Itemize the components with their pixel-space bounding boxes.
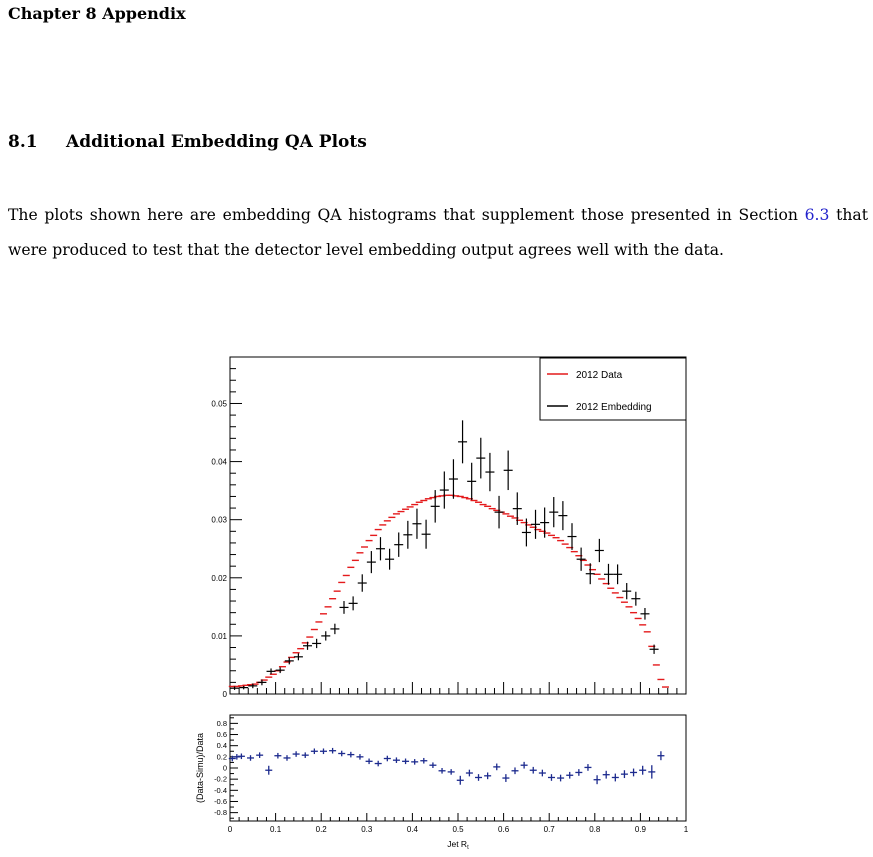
x-tick-label: 0.2 (316, 825, 328, 834)
paragraph-text-end: that were produced to test that the dete… (8, 206, 868, 259)
y-tick-label: 0.02 (211, 574, 227, 583)
series-2012-data (228, 494, 669, 688)
y-tick-label: 0.01 (211, 632, 227, 641)
ratio-y-tick-label: 0.2 (217, 752, 227, 761)
y-tick-label: 0.04 (211, 458, 227, 467)
paragraph-text-start: The plots shown here are embedding QA hi… (8, 206, 805, 224)
x-axis-title: Jet Rt (447, 839, 469, 851)
y-tick-label: 0.05 (211, 399, 227, 408)
legend-box (539, 357, 687, 421)
ratio-y-tick-label: 0 (223, 764, 227, 773)
ratio-y-tick-label: -0.8 (214, 808, 227, 817)
legend-label-data: 2012 Data (576, 370, 623, 381)
x-tick-label: 0.5 (452, 825, 464, 834)
ratio-series (228, 747, 665, 785)
x-tick-label: 1 (684, 825, 689, 834)
x-tick-label: 0.4 (407, 825, 419, 834)
x-tick-label: 0.8 (589, 825, 601, 834)
ratio-y-tick-label: -0.4 (214, 786, 227, 795)
x-tick-label: 0 (228, 825, 233, 834)
x-tick-label: 0.1 (270, 825, 282, 834)
x-tick-label: 0.3 (361, 825, 373, 834)
legend: 2012 Data 2012 Embedding (539, 357, 687, 421)
ratio-y-tick-label: 0.4 (217, 741, 227, 750)
ratio-plot-frame (229, 714, 687, 822)
section-reference-link[interactable]: 6.3 (804, 206, 830, 224)
ratio-y-tick-label: -0.6 (214, 797, 227, 806)
section-number: 8.1 (8, 132, 38, 152)
section-heading: 8.1 Additional Embedding QA Plots (8, 132, 367, 152)
x-tick-label: 0.7 (544, 825, 556, 834)
ratio-panel: 0.80.60.40.20-0.2-0.4-0.6-0.80 0.1 0.2 0.3 0… (195, 714, 689, 851)
y-tick-label: 0.03 (211, 516, 227, 525)
series-2012-embedding (230, 420, 668, 695)
ratio-y-tick-label: 0.8 (217, 719, 227, 728)
y-tick-label: 0 (223, 690, 228, 699)
ratio-y-tick-label: 0.6 (217, 730, 227, 739)
chapter-title: Chapter 8 Appendix (8, 4, 186, 23)
ratio-y-axis-title: (Data-Simu)/Data (195, 733, 205, 803)
body-paragraph: The plots shown here are embedding QA hi… (8, 198, 868, 268)
main-histogram-panel: 0 0.01 0.02 0.03 0.04 0.05 2012 Data 2012 Embed… (211, 356, 687, 699)
x-tick-label: 0.9 (635, 825, 647, 834)
legend-label-embedding: 2012 Embedding (576, 402, 652, 413)
x-tick-label: 0.6 (498, 825, 510, 834)
section-title: Additional Embedding QA Plots (66, 132, 367, 152)
ratio-y-tick-label: -0.2 (214, 775, 227, 784)
